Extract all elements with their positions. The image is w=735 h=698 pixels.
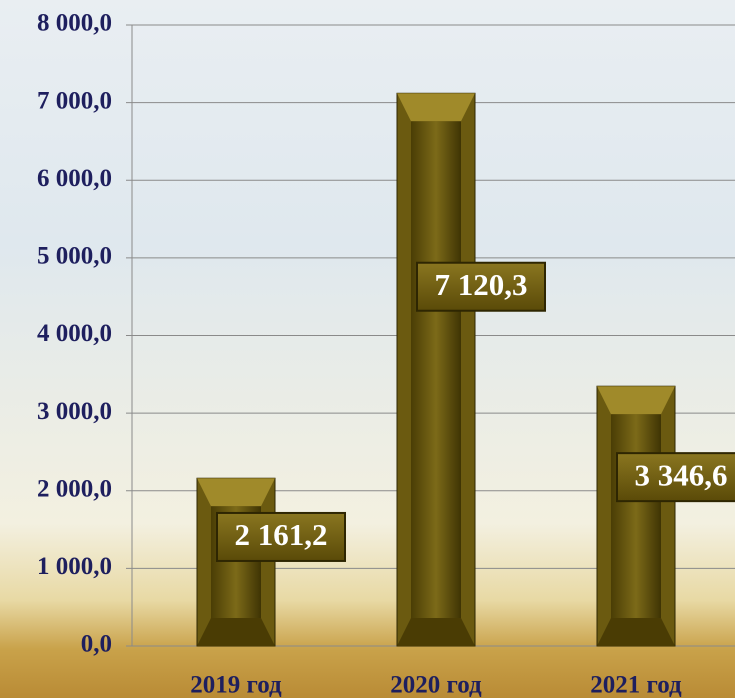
bar-bevel-bottom: [397, 618, 475, 646]
x-tick-label: 2020 год: [390, 672, 482, 698]
y-tick-label: 0,0: [81, 631, 112, 658]
y-tick-label: 1 000,0: [37, 553, 112, 580]
x-tick-label: 2019 год: [190, 672, 282, 698]
value-label-box: [416, 261, 546, 312]
bar-bevel-top: [397, 93, 475, 122]
x-tick-label: 2021 год: [590, 672, 682, 698]
y-tick-label: 8 000,0: [37, 10, 112, 37]
bar-bevel-bottom: [197, 618, 275, 646]
bar-bevel-top: [597, 386, 675, 415]
bar-face: [611, 414, 661, 618]
y-tick-label: 4 000,0: [37, 320, 112, 347]
value-label: 3 346,6: [635, 457, 728, 492]
y-tick-label: 2 000,0: [37, 475, 112, 502]
y-tick-label: 7 000,0: [37, 87, 112, 114]
y-tick-label: 3 000,0: [37, 398, 112, 425]
value-label-box: [216, 511, 346, 562]
bar-bevel-bottom: [597, 618, 675, 646]
bar-face: [411, 121, 461, 618]
y-tick-label: 5 000,0: [37, 243, 112, 270]
value-label-box: [616, 452, 735, 503]
value-label: 2 161,2: [235, 517, 328, 552]
bar-bevel-top: [197, 478, 275, 507]
value-label: 7 120,3: [435, 267, 528, 302]
y-tick-label: 6 000,0: [37, 165, 112, 192]
